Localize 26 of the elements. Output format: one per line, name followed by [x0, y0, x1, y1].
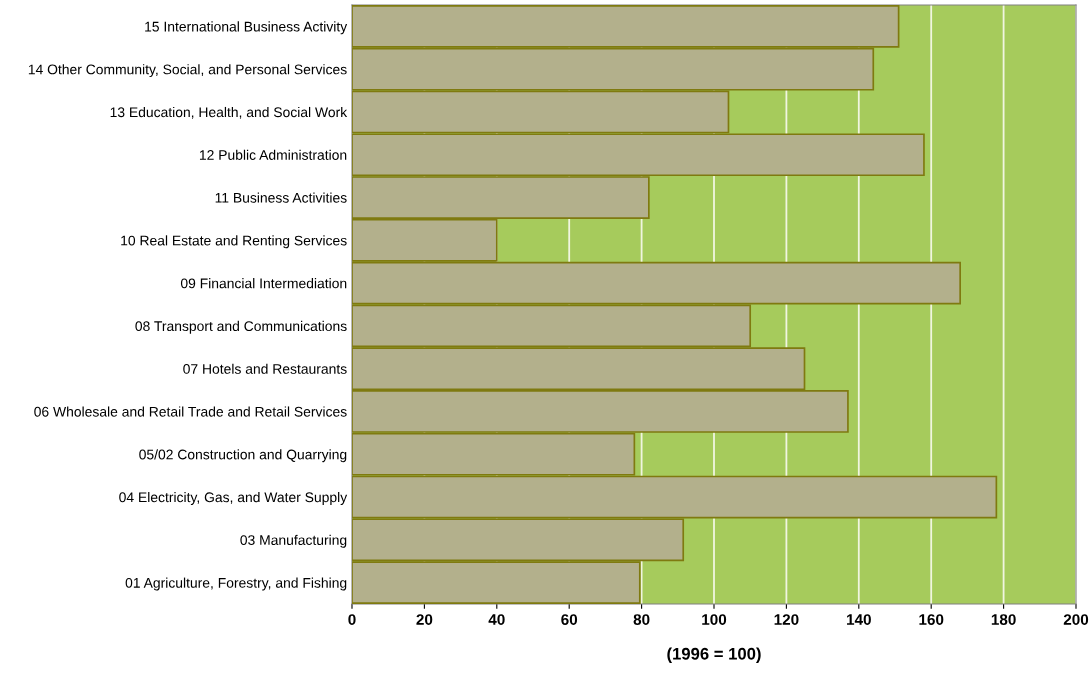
x-tick-label: 80: [633, 614, 650, 625]
y-tick-label: 06 Wholesale and Retail Trade and Retail Services: [34, 406, 347, 417]
y-tick-label: 03 Manufacturing: [240, 534, 347, 548]
x-tick-label: 40: [488, 614, 505, 625]
x-tick-label: 60: [561, 614, 578, 625]
x-tick-label: 0: [348, 614, 356, 625]
x-tick-label: 180: [991, 614, 1016, 625]
x-tick-label: 100: [702, 614, 727, 625]
x-axis-title: (1996 = 100): [667, 647, 761, 663]
y-tick-label: 15 International Business Activity: [145, 21, 348, 35]
y-tick-label: 12 Public Administration: [199, 149, 347, 160]
y-tick-label: 05/02 Construction and Quarrying: [139, 449, 347, 463]
x-tick-label: 160: [919, 614, 944, 625]
y-tick-label: 14 Other Community, Social, and Personal Services: [28, 64, 347, 78]
x-tick-label: 120: [774, 614, 799, 625]
y-tick-label: 08 Transport and Communications: [135, 320, 347, 334]
y-tick-label: 10 Real Estate and Renting Services: [121, 235, 347, 249]
x-tick-label: 20: [416, 614, 433, 625]
x-tick-label: 200: [1063, 614, 1089, 625]
y-tick-label: 09 Financial Intermediation: [180, 278, 347, 289]
y-tick-label: 01 Agriculture, Forestry, and Fishing: [125, 577, 347, 591]
x-tick-label: 140: [847, 614, 871, 625]
y-tick-label: 13 Education, Health, and Social Work: [110, 106, 348, 119]
y-tick-label: 11 Business Activities: [215, 192, 347, 203]
y-tick-label: 07 Hotels and Restaurants: [183, 363, 347, 374]
y-tick-label: 04 Electricity, Gas, and Water Supply: [119, 492, 348, 505]
